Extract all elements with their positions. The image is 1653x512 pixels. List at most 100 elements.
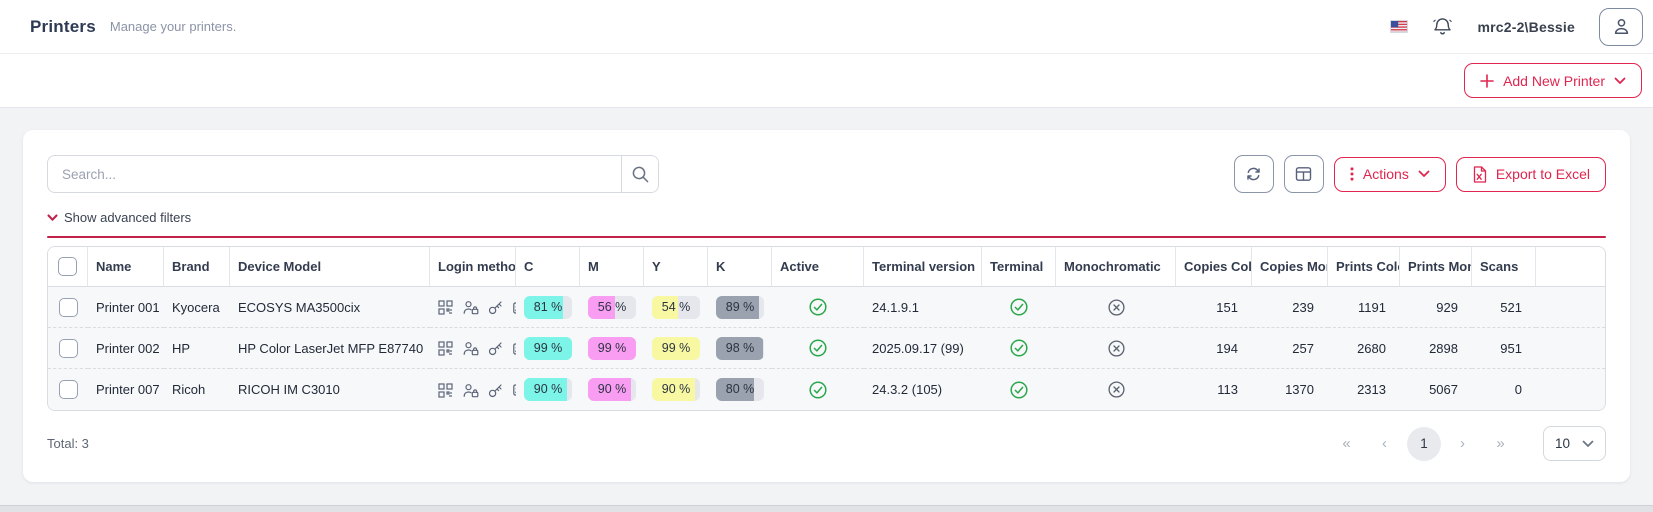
toner-fill: [652, 336, 700, 360]
toner-value: 99 %: [533, 340, 563, 355]
cell-copies-mono: 239: [1252, 287, 1328, 328]
first-page-button[interactable]: «: [1331, 428, 1363, 460]
chevron-down-icon: [1614, 77, 1626, 84]
select-all-checkbox[interactable]: [58, 257, 77, 276]
col-header-scans[interactable]: Scans: [1472, 247, 1536, 287]
toner-badge: 90 %: [652, 378, 700, 401]
toner-badge: 89 %: [716, 295, 764, 319]
col-header-y[interactable]: Y: [644, 247, 708, 287]
col-header-copies-color[interactable]: Copies Color: [1176, 247, 1252, 287]
next-page-button[interactable]: ›: [1447, 428, 1479, 460]
export-label: Export to Excel: [1495, 166, 1590, 182]
col-header-filler: [1536, 247, 1605, 287]
col-header-m[interactable]: M: [580, 247, 644, 287]
toner-value: 80 %: [725, 382, 755, 396]
monochromatic-x-icon: [1107, 380, 1126, 399]
notifications-bell-icon[interactable]: [1432, 16, 1453, 37]
table-row[interactable]: Printer 007 Ricoh RICOH IM C3010 90 % 90…: [48, 369, 1605, 410]
cell-copies-mono: 257: [1252, 328, 1328, 369]
col-header-copies-mono[interactable]: Copies Mono: [1252, 247, 1328, 287]
col-header-brand[interactable]: Brand: [164, 247, 230, 287]
chevron-down-icon: [47, 213, 58, 221]
key-icon: [488, 383, 503, 398]
key-icon: [488, 300, 503, 315]
toner-value: 98 %: [725, 340, 755, 355]
table-row[interactable]: Printer 002 HP HP Color LaserJet MFP E87…: [48, 328, 1605, 369]
toner-value: 56 %: [597, 299, 627, 314]
cell-copies-color: 151: [1176, 287, 1252, 328]
toner-fill: [524, 295, 563, 319]
columns-settings-button[interactable]: [1283, 155, 1324, 193]
page-size-select[interactable]: 10: [1543, 426, 1606, 461]
col-header-terminal[interactable]: Terminal: [982, 247, 1056, 287]
row-checkbox[interactable]: [58, 380, 78, 399]
search-input[interactable]: [48, 156, 621, 192]
id-card-icon: [513, 342, 516, 356]
cell-scans: 951: [1472, 328, 1536, 369]
toner-fill: [588, 336, 636, 360]
toner-value: 99 %: [597, 340, 627, 355]
col-header-c[interactable]: C: [516, 247, 580, 287]
toner-fill: [716, 295, 759, 319]
col-header-terminal-version[interactable]: Terminal version: [864, 247, 982, 287]
toner-fill: [588, 378, 632, 401]
active-check-icon: [808, 380, 828, 400]
table-row[interactable]: Printer 001 Kyocera ECOSYS MA3500cix 81 …: [48, 287, 1605, 328]
actions-button[interactable]: Actions: [1333, 156, 1446, 192]
chevron-down-icon: [1418, 170, 1430, 177]
col-header-k[interactable]: K: [708, 247, 772, 287]
cell-prints-color: 2313: [1357, 382, 1386, 397]
columns-layout-icon: [1296, 167, 1312, 181]
monochromatic-x-icon: [1107, 298, 1126, 317]
col-header-device-model[interactable]: Device Model: [230, 247, 430, 287]
qr-code-icon: [438, 382, 453, 398]
cell-terminal-version: 2025.09.17 (99): [864, 328, 982, 369]
key-icon: [488, 341, 503, 356]
id-card-icon: [513, 301, 516, 315]
toner-value: 89 %: [725, 299, 755, 314]
toner-badge: 99 %: [652, 336, 700, 360]
user-lock-icon: [463, 300, 479, 315]
search-button[interactable]: [621, 156, 658, 192]
previous-page-button[interactable]: ‹: [1369, 428, 1401, 460]
refresh-button[interactable]: [1233, 155, 1274, 193]
col-header-name[interactable]: Name: [88, 247, 164, 287]
cell-prints-color: 2680: [1328, 328, 1400, 369]
cell-prints-mono: 5067: [1429, 382, 1458, 397]
add-new-printer-button[interactable]: Add New Printer: [1464, 63, 1642, 98]
page-subtitle: Manage your printers.: [109, 19, 237, 34]
active-check-icon: [808, 297, 828, 317]
add-new-printer-label: Add New Printer: [1503, 72, 1605, 89]
printers-card: Actions Export to Excel Show advanced fi…: [23, 130, 1630, 482]
toner-badge: 90 %: [588, 378, 636, 401]
cell-copies-color: 194: [1176, 328, 1252, 369]
total-count-label: Total: 3: [47, 436, 89, 451]
cell-prints-color: 1191: [1328, 287, 1400, 328]
toner-value: 81 %: [533, 299, 563, 314]
col-header-prints-color[interactable]: Prints Color: [1328, 247, 1400, 287]
row-checkbox[interactable]: [58, 338, 78, 358]
col-header-prints-mono[interactable]: Prints Mono: [1400, 247, 1472, 287]
table-footer: Total: 3 « ‹ 1 › » 10: [47, 426, 1606, 461]
col-header-active[interactable]: Active: [772, 247, 864, 287]
col-header-monochromatic[interactable]: Monochromatic: [1056, 247, 1176, 287]
user-avatar-button[interactable]: [1599, 7, 1643, 46]
qr-code-icon: [438, 341, 453, 356]
cell-name: Printer 001: [88, 287, 164, 328]
toner-badge: 81 %: [524, 295, 572, 319]
show-advanced-filters-link[interactable]: Show advanced filters: [47, 210, 191, 225]
export-to-excel-button[interactable]: Export to Excel: [1455, 156, 1606, 192]
search-icon: [632, 166, 648, 182]
col-header-login-methods[interactable]: Login methods: [430, 247, 516, 287]
current-page-button[interactable]: 1: [1407, 426, 1441, 461]
actions-label: Actions: [1362, 166, 1409, 182]
printers-table: Name Brand Device Model Login methods C …: [48, 247, 1605, 410]
cell-model: RICOH IM C3010: [238, 382, 340, 397]
row-checkbox[interactable]: [58, 297, 78, 317]
printers-table-wrap: Name Brand Device Model Login methods C …: [47, 246, 1606, 411]
language-flag-icon[interactable]: [1390, 20, 1409, 33]
last-page-button[interactable]: »: [1485, 428, 1517, 460]
cell-model: HP Color LaserJet MFP E87740: [230, 328, 430, 369]
toner-badge: 98 %: [716, 336, 764, 360]
toner-badge: 90 %: [524, 378, 572, 401]
